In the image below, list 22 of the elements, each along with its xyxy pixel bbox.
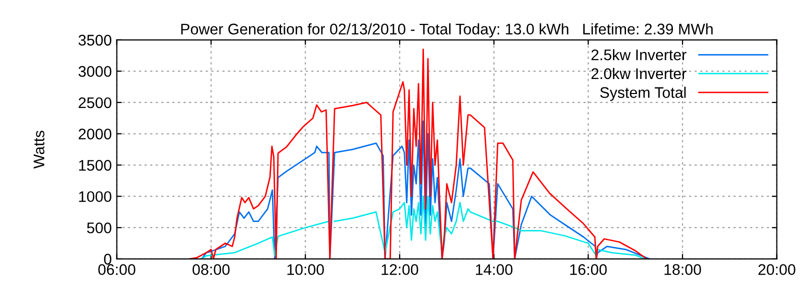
y-tick-label: 1000 [79,191,112,202]
chart-title: Power Generation for 02/13/2010 - Total Today: 13.0 kWh Lifetime: 2.39 MWh [181,23,713,38]
y-tick-label: 2500 [78,97,112,108]
x-tick-label: 12:00 [382,264,418,275]
x-tick-label: 16:00 [570,264,607,275]
x-tick-label: 06:00 [98,264,136,275]
legend-label: 2.0kw Inverter [591,68,686,80]
x-tick-label: 18:00 [664,264,702,275]
line-series [200,120,650,259]
y-axis-title: Watts [34,130,44,169]
legend-label: System Total [600,86,686,101]
legend-label: 2.5kw Inverter [591,49,686,60]
y-tick-label: 500 [87,222,112,234]
x-tick-label: 08:00 [192,264,230,275]
y-tick-label: 3000 [78,66,112,77]
y-tick-label: 0 [104,254,112,265]
y-tick-label: 2000 [78,128,112,140]
x-tick-label: 10:00 [287,264,324,275]
x-tick-label: 20:00 [758,264,796,275]
y-tick-label: 1500 [79,160,112,171]
y-tick-label: 3500 [78,34,112,46]
x-tick-label: 14:00 [476,264,512,275]
